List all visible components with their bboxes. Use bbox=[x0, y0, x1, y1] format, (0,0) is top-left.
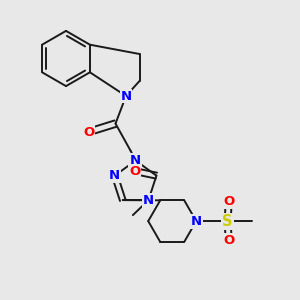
Text: N: N bbox=[120, 89, 132, 103]
Text: O: O bbox=[223, 234, 234, 247]
Text: N: N bbox=[109, 169, 120, 182]
Text: N: N bbox=[191, 214, 202, 228]
Text: O: O bbox=[129, 165, 140, 178]
Text: N: N bbox=[130, 154, 141, 167]
Text: N: N bbox=[143, 194, 154, 207]
Text: S: S bbox=[223, 214, 233, 229]
Text: O: O bbox=[83, 125, 94, 139]
Text: O: O bbox=[223, 195, 234, 208]
